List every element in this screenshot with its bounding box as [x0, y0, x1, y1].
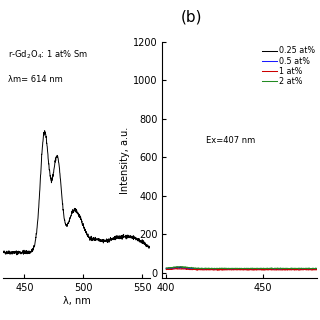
0.25 at%: [246, 267, 250, 270]
1 at%: [174, 267, 178, 270]
0.5 at%: [254, 267, 258, 271]
0.5 at%: [237, 267, 241, 271]
2 at%: [164, 266, 168, 270]
0.5 at%: [312, 268, 316, 271]
2 at%: [315, 267, 319, 270]
2 at%: [236, 267, 240, 270]
2 at%: [312, 267, 316, 270]
0.25 at%: [179, 265, 182, 269]
1 at%: [315, 268, 319, 272]
Text: r-Gd$_2$O$_4$: 1 at% Sm: r-Gd$_2$O$_4$: 1 at% Sm: [8, 49, 88, 61]
Y-axis label: Intensity, a.u.: Intensity, a.u.: [120, 126, 130, 194]
2 at%: [254, 267, 258, 270]
1 at%: [312, 268, 316, 271]
0.5 at%: [175, 266, 179, 270]
Line: 0.5 at%: 0.5 at%: [166, 268, 317, 270]
1 at%: [236, 268, 240, 271]
2 at%: [288, 267, 292, 271]
Line: 2 at%: 2 at%: [166, 267, 317, 269]
0.5 at%: [288, 267, 292, 271]
Text: (b): (b): [181, 10, 203, 25]
1 at%: [164, 268, 168, 271]
1 at%: [246, 268, 250, 272]
0.25 at%: [315, 267, 319, 271]
X-axis label: λ, nm: λ, nm: [63, 296, 91, 306]
2 at%: [178, 265, 181, 268]
Legend: 0.25 at%, 0.5 at%, 1 at%, 2 at%: 0.25 at%, 0.5 at%, 1 at%, 2 at%: [261, 46, 316, 87]
Text: λm= 614 nm: λm= 614 nm: [8, 75, 62, 84]
0.5 at%: [164, 267, 168, 271]
0.25 at%: [237, 267, 241, 271]
1 at%: [216, 268, 220, 272]
Line: 1 at%: 1 at%: [166, 268, 317, 270]
0.25 at%: [236, 267, 240, 271]
0.25 at%: [164, 266, 168, 270]
Line: 0.25 at%: 0.25 at%: [166, 267, 317, 269]
1 at%: [288, 268, 292, 272]
0.5 at%: [236, 267, 240, 271]
1 at%: [237, 268, 241, 272]
2 at%: [246, 267, 250, 270]
2 at%: [237, 267, 241, 270]
0.25 at%: [288, 267, 292, 270]
1 at%: [254, 268, 258, 271]
0.25 at%: [254, 267, 258, 270]
0.5 at%: [220, 268, 224, 272]
0.5 at%: [246, 267, 250, 271]
2 at%: [292, 267, 295, 271]
0.25 at%: [280, 267, 284, 271]
Text: Ex=407 nm: Ex=407 nm: [205, 136, 255, 145]
0.25 at%: [312, 267, 316, 271]
0.5 at%: [315, 267, 319, 271]
